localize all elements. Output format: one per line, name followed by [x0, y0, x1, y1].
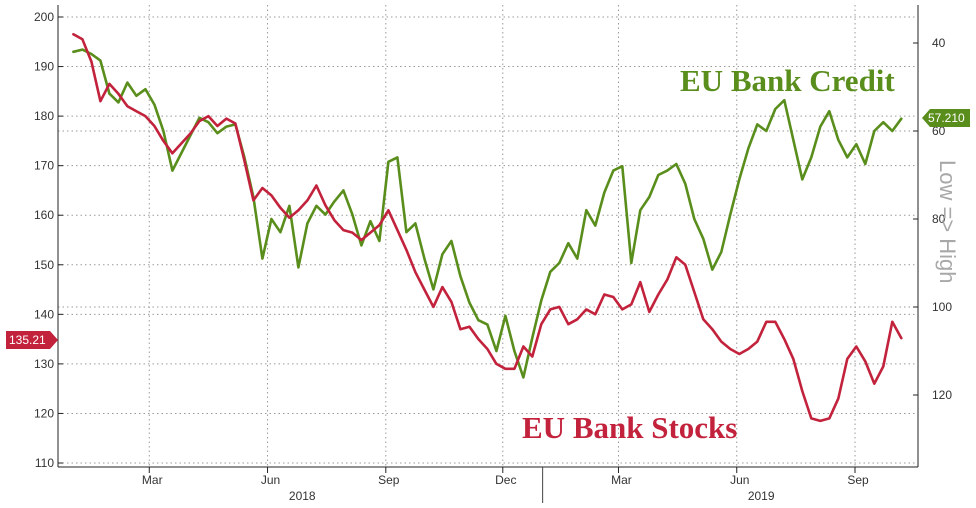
stocks-last-value: 135.21 — [9, 333, 46, 347]
right-tick-label: 120 — [932, 388, 952, 402]
eu-bank-stocks-line — [72, 33, 903, 423]
left-tick-label: 130 — [34, 357, 54, 371]
axes — [57, 5, 919, 468]
left-tick-label: 140 — [34, 307, 54, 321]
month-label: Sep — [378, 473, 400, 487]
month-label: Dec — [495, 473, 516, 487]
credit-last-value: 57.210 — [928, 111, 965, 125]
credit-annotation: EU Bank Credit — [680, 63, 895, 98]
right-tick-label: 60 — [932, 124, 946, 138]
credit-last-value-badge: 57.210 — [922, 109, 970, 127]
right-tick-label: 80 — [932, 212, 946, 226]
month-label: Sep — [847, 473, 869, 487]
year-label: 2019 — [748, 489, 775, 503]
right-tick-label: 100 — [932, 300, 952, 314]
left-tick-label: 200 — [34, 10, 54, 24]
month-label: Jun — [730, 473, 749, 487]
left-tick-label: 110 — [35, 456, 54, 470]
month-label: Mar — [142, 473, 163, 487]
left-tick-label: 190 — [34, 60, 54, 74]
right-tick-label: 40 — [932, 36, 946, 50]
month-label: Jun — [261, 473, 280, 487]
left-tick-label: 170 — [34, 159, 54, 173]
stocks-annotation: EU Bank Stocks — [522, 410, 737, 445]
tick-labels: 200 190 180 170 160 150 140 130 120 110 40 60 80 100 1… — [34, 10, 952, 503]
right-axis-label: Low => High — [935, 160, 960, 284]
left-tick-label: 160 — [34, 208, 54, 222]
eu-bank-credit-line — [72, 48, 903, 379]
month-label: Mar — [611, 473, 632, 487]
left-tick-label: 120 — [34, 406, 54, 420]
series — [72, 33, 903, 423]
left-tick-label: 150 — [34, 258, 54, 272]
left-tick-label: 180 — [34, 109, 54, 123]
year-label: 2018 — [289, 489, 316, 503]
stocks-last-value-badge: 135.21 — [6, 331, 58, 349]
